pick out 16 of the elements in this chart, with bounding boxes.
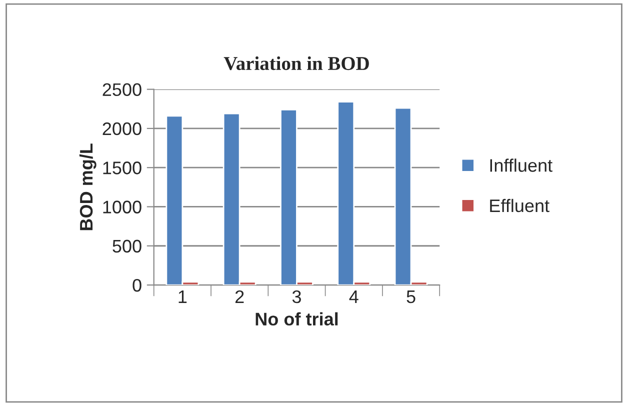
y-tick-label: 2500 <box>102 83 142 96</box>
x-tick-label: 3 <box>292 290 301 304</box>
y-tick-label: 1500 <box>103 162 142 174</box>
x-tick-label: 1 <box>178 290 187 303</box>
chart-title: Variation in BOD <box>224 56 369 70</box>
y-tick-label: 0 <box>132 278 142 292</box>
legend-label: Inffluent <box>490 158 552 172</box>
x-tick-label: 5 <box>406 290 416 304</box>
y-tick-label: 1000 <box>103 200 142 214</box>
x-tick-label: 2 <box>235 290 244 303</box>
legend-label: Effluent <box>490 198 550 212</box>
y-tick-label: 500 <box>112 240 142 253</box>
x-axis-title: No of trial <box>256 312 338 326</box>
y-tick-label: 2000 <box>102 122 142 136</box>
x-tick-label: 4 <box>349 290 358 303</box>
y-axis-title: BOD mg/L <box>79 144 96 230</box>
